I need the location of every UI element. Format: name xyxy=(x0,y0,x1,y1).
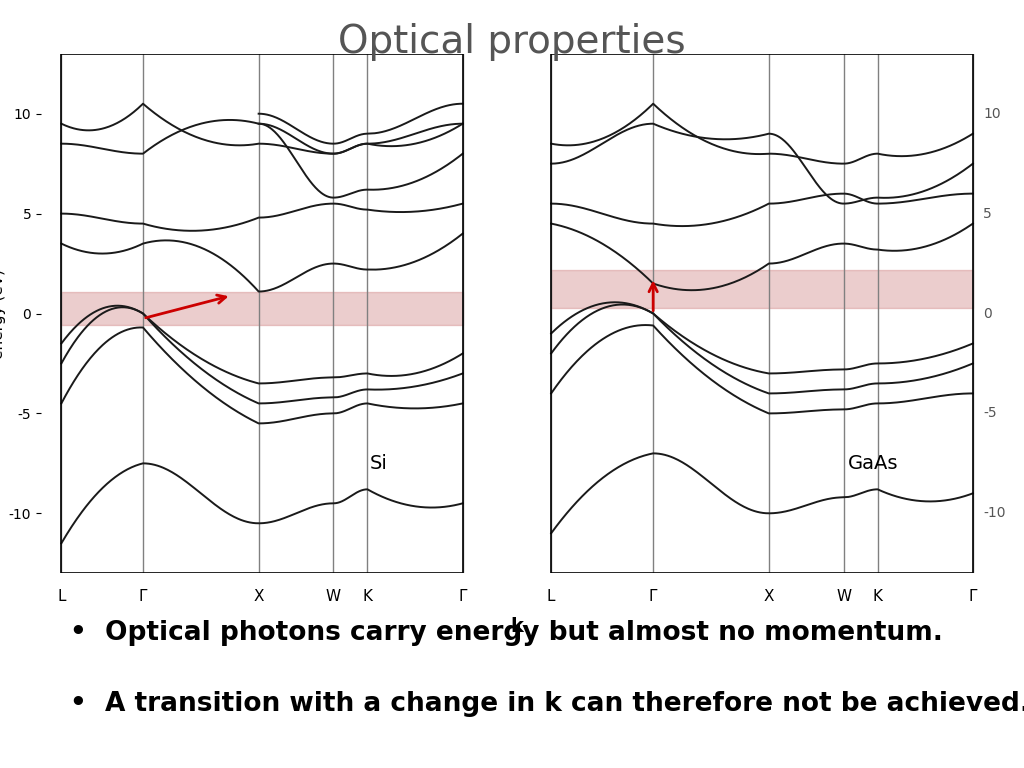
Text: •  A transition with a change in k can therefore not be achieved.: • A transition with a change in k can th… xyxy=(70,691,1024,717)
Text: K: K xyxy=(362,589,373,604)
Text: Γ: Γ xyxy=(969,589,977,604)
Text: Γ: Γ xyxy=(459,589,467,604)
Text: W: W xyxy=(326,589,341,604)
Text: X: X xyxy=(253,589,264,604)
Y-axis label: energy (eV): energy (eV) xyxy=(0,269,6,359)
Text: Si: Si xyxy=(370,454,388,473)
Text: L: L xyxy=(547,589,555,604)
Text: 0: 0 xyxy=(983,306,992,320)
Text: Γ: Γ xyxy=(649,589,657,604)
Bar xyxy=(61,54,463,573)
Text: -10: -10 xyxy=(983,506,1006,520)
Text: K: K xyxy=(872,589,883,604)
Text: 5: 5 xyxy=(983,207,992,220)
Text: W: W xyxy=(836,589,851,604)
Text: L: L xyxy=(57,589,66,604)
Text: 10: 10 xyxy=(983,107,1000,121)
Text: X: X xyxy=(764,589,774,604)
Text: -5: -5 xyxy=(983,406,996,420)
Bar xyxy=(551,54,973,573)
Text: Γ: Γ xyxy=(138,589,147,604)
Bar xyxy=(551,270,973,307)
Bar xyxy=(61,292,463,326)
Text: GaAs: GaAs xyxy=(848,454,898,473)
Text: Optical properties: Optical properties xyxy=(338,23,686,61)
Text: •  Optical photons carry energy but almost no momentum.: • Optical photons carry energy but almos… xyxy=(70,620,942,646)
Text: k: k xyxy=(511,617,523,636)
